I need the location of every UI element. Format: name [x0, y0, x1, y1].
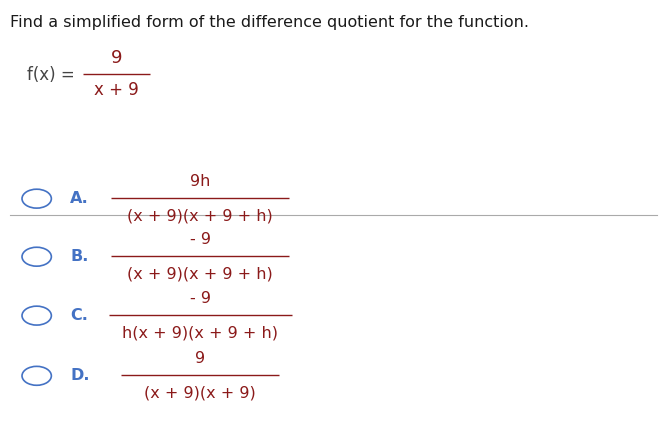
Text: B.: B.	[70, 249, 89, 264]
Text: 9: 9	[111, 49, 123, 67]
Text: (x + 9)(x + 9 + h): (x + 9)(x + 9 + h)	[127, 267, 273, 282]
Text: C.: C.	[70, 308, 88, 323]
Text: D.: D.	[70, 369, 89, 383]
Text: A.: A.	[70, 191, 89, 206]
Text: - 9: - 9	[189, 291, 211, 306]
Text: 9h: 9h	[190, 174, 210, 189]
Text: (x + 9)(x + 9 + h): (x + 9)(x + 9 + h)	[127, 209, 273, 224]
Text: x + 9: x + 9	[94, 81, 139, 99]
Text: h(x + 9)(x + 9 + h): h(x + 9)(x + 9 + h)	[122, 326, 278, 341]
Text: - 9: - 9	[189, 232, 211, 247]
Text: (x + 9)(x + 9): (x + 9)(x + 9)	[144, 386, 256, 401]
Text: 9: 9	[195, 351, 205, 366]
Text: Find a simplified form of the difference quotient for the function.: Find a simplified form of the difference…	[10, 15, 529, 30]
Text: f(x) =: f(x) =	[27, 66, 75, 84]
